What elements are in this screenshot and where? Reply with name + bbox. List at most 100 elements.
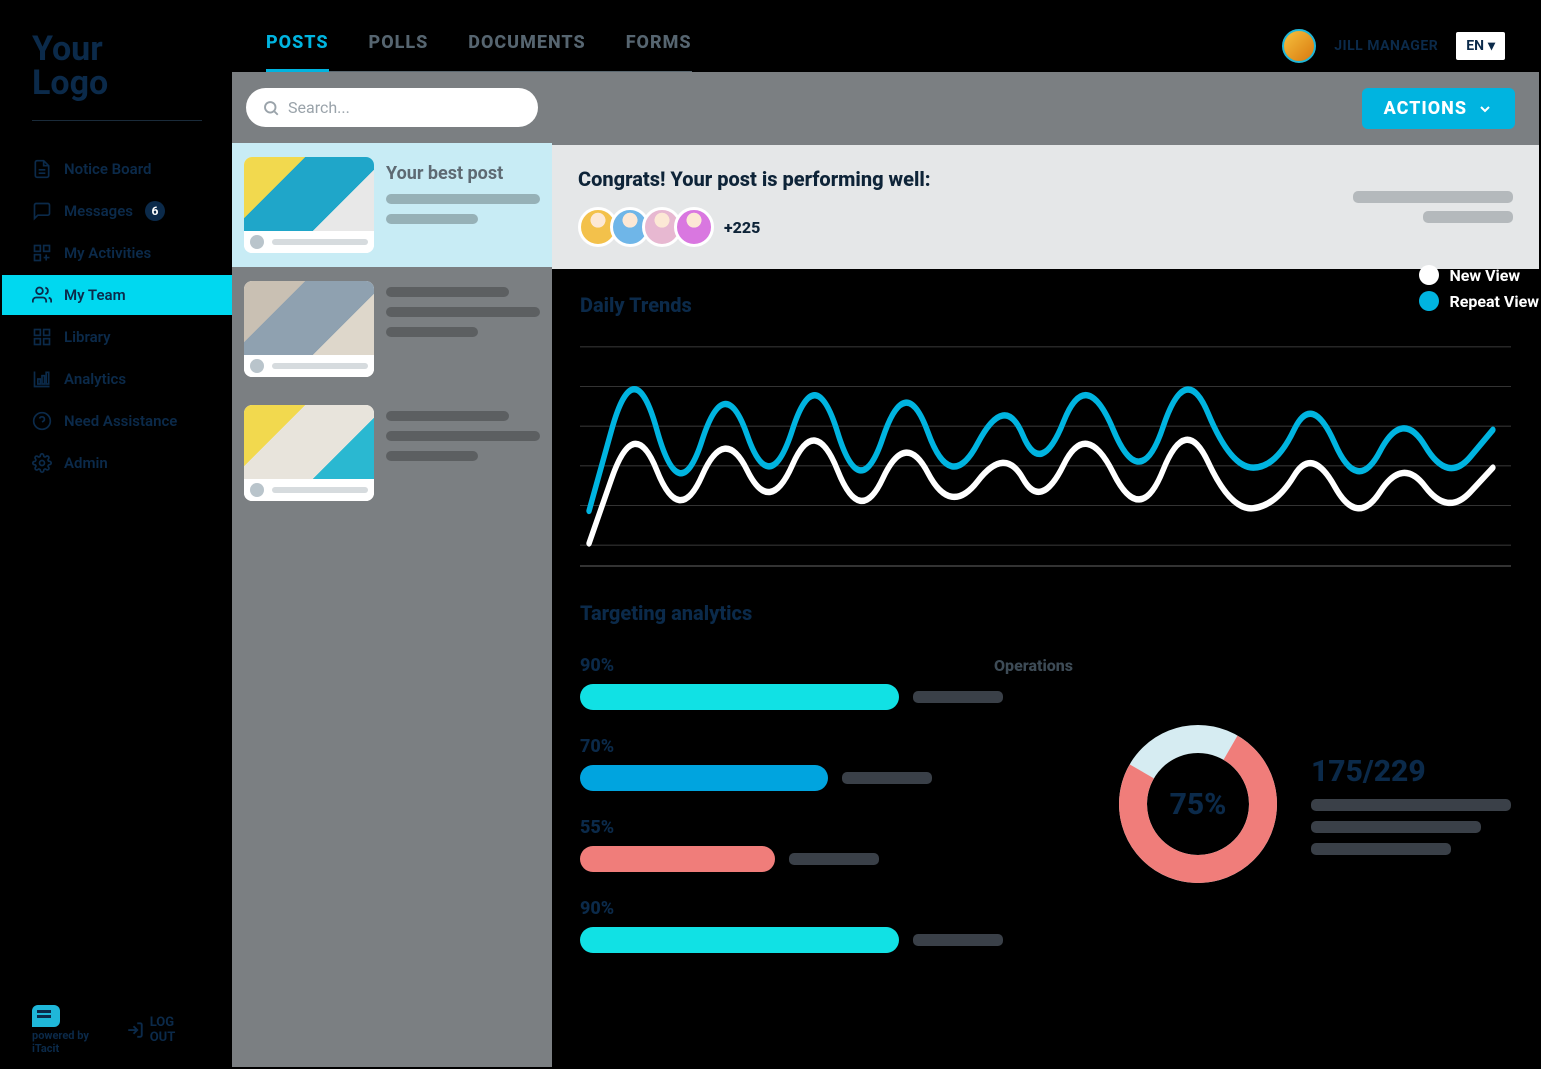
bar-fill [580,846,775,872]
language-label: EN [1466,38,1484,54]
sidebar-item-analytics[interactable]: Analytics [2,359,232,399]
chevron-down-icon: ▾ [1488,38,1495,54]
placeholder-line [1311,799,1511,811]
messages-icon [32,201,52,221]
placeholder-line [913,691,1003,703]
post-card[interactable] [232,267,552,391]
my-team-icon [32,285,52,305]
sidebar-item-need-assistance[interactable]: Need Assistance [2,401,232,441]
topbar: POSTS POLLS DOCUMENTS FORMS JILL MANAGER EN… [232,2,1539,72]
brand-icon [32,1005,60,1027]
post-card[interactable]: Your best post [232,143,552,267]
analytics-icon [32,369,52,389]
placeholder-line [386,287,509,297]
logout-label: LOG OUT [150,1015,202,1045]
post-card[interactable] [232,391,552,515]
tab-posts[interactable]: POSTS [266,20,329,73]
sidebar-item-my-team[interactable]: My Team [2,275,232,315]
donut-stats: 175/229 [1311,754,1511,855]
sidebar-item-notice-board[interactable]: Notice Board [2,149,232,189]
sidebar-item-label: My Activities [64,244,151,262]
targeting-bar: 70% [580,736,1073,791]
congrats-banner: Congrats! Your post is performing well: … [552,145,1539,269]
avatar-row: +225 [578,207,931,247]
sidebar-item-library[interactable]: Library [2,317,232,357]
sidebar-item-label: My Team [64,286,126,304]
library-icon [32,327,52,347]
donut-wrap: 75% 175/229 [1113,655,1511,953]
username: JILL MANAGER [1334,38,1438,54]
search-wrap: Search... [232,72,552,143]
footer-brand-text: powered by iTacit [32,1029,118,1055]
admin-icon [32,453,52,473]
placeholder-line [913,934,1003,946]
post-info [386,281,540,337]
trends-chart [580,327,1511,567]
sidebar-item-messages[interactable]: Messages6 [2,191,232,231]
post-info: Your best post [386,157,540,224]
placeholder-line [1423,211,1513,223]
my-activities-icon [32,243,52,263]
main: POSTS POLLS DOCUMENTS FORMS JILL MANAGER EN… [232,2,1539,1067]
trends-title: Daily Trends [580,293,1511,317]
sidebar-item-label: Admin [64,454,108,472]
bar-pct: 70% [580,736,614,757]
targeting-bar: 90% [580,898,1073,953]
sidebar-footer: powered by iTacit LOG OUT [2,1005,232,1055]
legend-item: Repeat View [1419,291,1539,311]
content-row: Search... Your best post [232,72,1539,1067]
targeting-bar: 90% Operations [580,655,1073,710]
placeholder-line [1353,191,1513,203]
detail-column: ACTIONS Congrats! Your post is performin… [552,72,1539,1067]
logo: Your Logo [2,32,232,120]
sidebar-item-my-activities[interactable]: My Activities [2,233,232,273]
post-title: Your best post [386,163,540,184]
donut-chart: 75% [1113,719,1283,889]
post-list-column: Search... Your best post [232,72,552,1067]
user-avatar[interactable] [1282,29,1316,63]
actions-label: ACTIONS [1384,98,1467,119]
placeholder-line [386,411,509,421]
logout-button[interactable]: LOG OUT [126,1015,202,1045]
logo-line2: Logo [32,66,202,100]
logout-icon [126,1021,144,1039]
tab-forms[interactable]: FORMS [626,20,692,73]
bar-pct: 55% [580,817,614,838]
placeholder-line [386,194,540,204]
targeting-body: 90% Operations 70% 55% 90% [552,645,1539,983]
tab-documents[interactable]: DOCUMENTS [468,20,585,73]
legend-item: New View [1419,265,1539,285]
congrats-left: Congrats! Your post is performing well: … [578,167,931,247]
donut-center-label: 75% [1113,719,1283,889]
tabs: POSTS POLLS DOCUMENTS FORMS [266,20,692,72]
need-assistance-icon [32,411,52,431]
legend-dot [1419,265,1439,285]
actions-button[interactable]: ACTIONS [1362,88,1515,129]
placeholder-line [386,431,540,441]
bar-label: Operations [994,656,1073,675]
more-viewers: +225 [724,218,760,237]
congrats-right [1353,191,1513,223]
chevron-down-icon [1477,101,1493,117]
post-thumb [244,405,374,501]
search-input[interactable]: Search... [246,88,538,127]
trends-section: Daily Trends New View Repeat View [552,269,1539,577]
chart-legend: New View Repeat View [1419,265,1539,311]
sidebar-item-admin[interactable]: Admin [2,443,232,483]
sidebar-item-label: Notice Board [64,160,151,178]
bar-fill [580,765,828,791]
language-selector[interactable]: EN ▾ [1456,32,1505,60]
topbar-right: JILL MANAGER EN ▾ [1282,29,1505,63]
tab-polls[interactable]: POLLS [369,20,429,73]
bar-fill [580,927,899,953]
placeholder-line [386,451,478,461]
donut-stat: 175/229 [1311,754,1511,789]
bar-fill [580,684,899,710]
placeholder-line [386,214,478,224]
sidebar-item-label: Need Assistance [64,412,177,430]
legend-label: New View [1449,266,1520,285]
post-thumb [244,281,374,377]
search-placeholder: Search... [288,98,350,117]
bar-pct: 90% [580,655,614,676]
sidebar-item-label: Analytics [64,370,126,388]
